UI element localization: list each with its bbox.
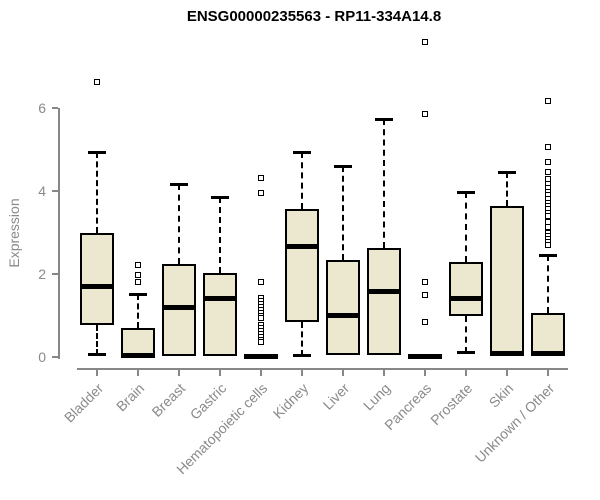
whisker-upper	[96, 151, 98, 233]
boxplot-box	[531, 313, 565, 357]
boxplot-box	[80, 232, 114, 325]
whisker-upper	[342, 166, 344, 260]
whisker-cap-upper	[129, 292, 147, 296]
x-tick	[465, 370, 467, 376]
whisker-lower	[301, 321, 303, 357]
whisker-cap-lower	[457, 350, 475, 354]
y-tick	[52, 273, 58, 275]
outlier-point	[94, 78, 100, 85]
x-tick	[547, 370, 549, 376]
boxplot-box	[285, 208, 319, 322]
median-bar	[285, 243, 319, 249]
median-bar	[244, 353, 278, 359]
whisker-cap-upper	[539, 253, 557, 257]
outlier-point	[258, 339, 264, 346]
boxplot-box	[326, 259, 360, 355]
x-axis-line	[77, 368, 568, 370]
x-tick	[424, 370, 426, 376]
whisker-upper	[547, 254, 549, 313]
x-tick	[506, 370, 508, 376]
outlier-point	[545, 212, 551, 219]
median-bar	[449, 295, 483, 301]
whisker-cap-upper	[375, 118, 393, 122]
whisker-cap-upper	[88, 150, 106, 154]
whisker-cap-upper	[457, 190, 475, 194]
median-bar	[367, 288, 401, 294]
outlier-point	[258, 175, 264, 182]
x-tick	[260, 370, 262, 376]
y-tick	[52, 356, 58, 358]
outlier-point	[422, 292, 428, 299]
chart-title: ENSG00000235563 - RP11-334A14.8	[186, 8, 442, 25]
whisker-cap-lower	[293, 354, 311, 358]
boxplot-box	[449, 261, 483, 316]
whisker-lower	[96, 324, 98, 355]
whisker-cap-upper	[170, 182, 188, 186]
whisker-cap-upper	[211, 195, 229, 199]
boxplot-box	[162, 264, 196, 357]
outlier-point	[135, 271, 141, 278]
boxplot-box	[203, 273, 237, 357]
median-bar	[121, 353, 155, 359]
outlier-point	[545, 241, 551, 248]
boxplot-box	[367, 247, 401, 355]
x-tick	[137, 370, 139, 376]
x-tick	[383, 370, 385, 376]
median-bar	[203, 296, 237, 302]
y-tick-label: 2	[38, 266, 46, 282]
outlier-point	[258, 190, 264, 197]
boxplot-box	[490, 205, 524, 357]
y-tick-label: 6	[38, 100, 46, 116]
whisker-cap-upper	[498, 170, 516, 174]
outlier-point	[135, 278, 141, 285]
x-tick	[178, 370, 180, 376]
whisker-upper	[383, 119, 385, 248]
whisker-cap-upper	[293, 150, 311, 154]
y-tick-label: 0	[38, 349, 46, 365]
median-bar	[490, 351, 524, 357]
whisker-upper	[137, 293, 139, 328]
outlier-point	[545, 168, 551, 175]
whisker-cap-upper	[334, 165, 352, 169]
x-tick	[219, 370, 221, 376]
outlier-point	[135, 261, 141, 268]
median-bar	[80, 284, 114, 290]
y-axis-line	[58, 108, 60, 359]
median-bar	[408, 353, 442, 359]
y-tick-label: 4	[38, 183, 46, 199]
outlier-point	[422, 39, 428, 45]
outlier-point	[258, 278, 264, 285]
x-tick	[96, 370, 98, 376]
y-axis-label: Expression	[6, 198, 22, 268]
whisker-lower	[465, 315, 467, 353]
outlier-point	[422, 319, 428, 326]
outlier-point	[258, 314, 264, 321]
x-tick	[342, 370, 344, 376]
outlier-point	[545, 97, 551, 104]
outlier-point	[422, 111, 428, 118]
median-bar	[326, 313, 360, 319]
whisker-upper	[219, 196, 221, 274]
y-tick	[52, 190, 58, 192]
whisker-cap-lower	[88, 352, 106, 356]
whisker-upper	[178, 183, 180, 265]
outlier-point	[422, 278, 428, 285]
whisker-upper	[301, 151, 303, 209]
x-tick	[301, 370, 303, 376]
outlier-point	[545, 158, 551, 165]
median-bar	[162, 304, 196, 310]
whisker-upper	[506, 171, 508, 206]
y-tick	[52, 107, 58, 109]
whisker-upper	[465, 191, 467, 262]
median-bar	[531, 351, 565, 357]
outlier-point	[545, 144, 551, 150]
